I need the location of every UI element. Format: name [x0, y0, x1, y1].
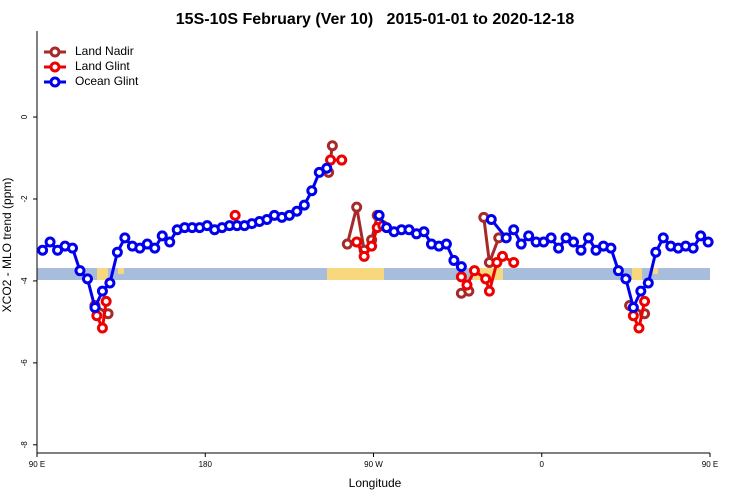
legend-label: Ocean Glint — [75, 74, 139, 88]
data-point — [164, 236, 176, 248]
data-point — [605, 242, 617, 254]
data-point — [44, 236, 56, 248]
data-point — [366, 240, 378, 252]
data-point — [650, 246, 662, 258]
data-point — [81, 273, 93, 285]
data-point — [67, 242, 79, 254]
data-point — [657, 232, 669, 244]
legend-marker — [49, 61, 61, 73]
x-tick-label: 90 E — [29, 460, 45, 469]
data-point — [326, 140, 338, 152]
data-point — [468, 265, 480, 277]
data-point — [582, 232, 594, 244]
x-tick-label: 180 — [199, 460, 213, 469]
data-point — [612, 265, 624, 277]
data-point — [496, 250, 508, 262]
y-tick-label: 0 — [20, 114, 29, 119]
data-point — [461, 279, 473, 291]
data-point — [642, 277, 654, 289]
data-point — [702, 236, 714, 248]
legend-marker — [49, 46, 61, 58]
y-tick-label: -4 — [20, 277, 29, 285]
legend-label: Land Glint — [75, 59, 130, 73]
land-patch — [327, 268, 384, 280]
data-point — [149, 242, 161, 254]
land-patch — [653, 268, 658, 274]
x-tick-label: 90 E — [702, 460, 718, 469]
x-axis-label: Longitude — [349, 476, 402, 490]
data-point — [321, 162, 333, 174]
x-tick-label: 90 W — [364, 460, 383, 469]
data-point — [373, 209, 385, 221]
data-point — [111, 246, 123, 258]
data-point — [298, 199, 310, 211]
data-point — [635, 285, 647, 297]
data-point — [627, 302, 639, 314]
data-point — [455, 261, 467, 273]
data-point — [306, 185, 318, 197]
data-point — [523, 230, 535, 242]
data-point — [89, 302, 101, 314]
y-tick-label: -6 — [20, 359, 29, 367]
data-point — [687, 242, 699, 254]
data-point — [156, 230, 168, 242]
legend-label: Land Nadir — [75, 44, 134, 58]
data-point — [358, 250, 370, 262]
land-patch — [97, 268, 108, 280]
data-point — [74, 265, 86, 277]
data-point — [37, 244, 49, 256]
data-point — [568, 236, 580, 248]
land-patch — [118, 268, 124, 274]
data-point — [545, 232, 557, 244]
series — [37, 162, 714, 314]
data-point — [553, 242, 565, 254]
data-point — [508, 224, 520, 236]
data-point — [620, 273, 632, 285]
data-point — [336, 154, 348, 166]
legend-marker — [49, 76, 61, 88]
y-tick-label: -2 — [20, 195, 29, 203]
data-point — [455, 271, 467, 283]
data-point — [483, 285, 495, 297]
data-point — [325, 154, 337, 166]
data-point — [448, 254, 460, 266]
data-point — [440, 238, 452, 250]
data-point — [100, 295, 112, 307]
data-point — [96, 322, 108, 334]
data-point — [104, 277, 116, 289]
data-point — [351, 236, 363, 248]
surface-strip — [37, 268, 710, 280]
data-point — [515, 238, 527, 250]
data-point — [291, 205, 303, 217]
data-point — [500, 232, 512, 244]
data-point — [639, 295, 651, 307]
data-point — [508, 256, 520, 268]
x-tick-label: 0 — [540, 460, 545, 469]
data-point — [695, 230, 707, 242]
data-point — [341, 238, 353, 250]
y-tick-label: -8 — [20, 441, 29, 449]
data-point — [575, 244, 587, 256]
data-point — [485, 213, 497, 225]
data-point — [119, 232, 131, 244]
series — [91, 154, 651, 334]
y-axis-label: XCO2 - MLO trend (ppm) — [0, 178, 14, 313]
data-point — [229, 209, 241, 221]
chart-title: 15S-10S February (Ver 10) 2015-01-01 to … — [176, 11, 575, 28]
data-point — [418, 226, 430, 238]
data-point — [633, 322, 645, 334]
data-point — [96, 285, 108, 297]
land-patch — [632, 268, 642, 280]
data-point — [351, 201, 363, 213]
data-point — [480, 273, 492, 285]
